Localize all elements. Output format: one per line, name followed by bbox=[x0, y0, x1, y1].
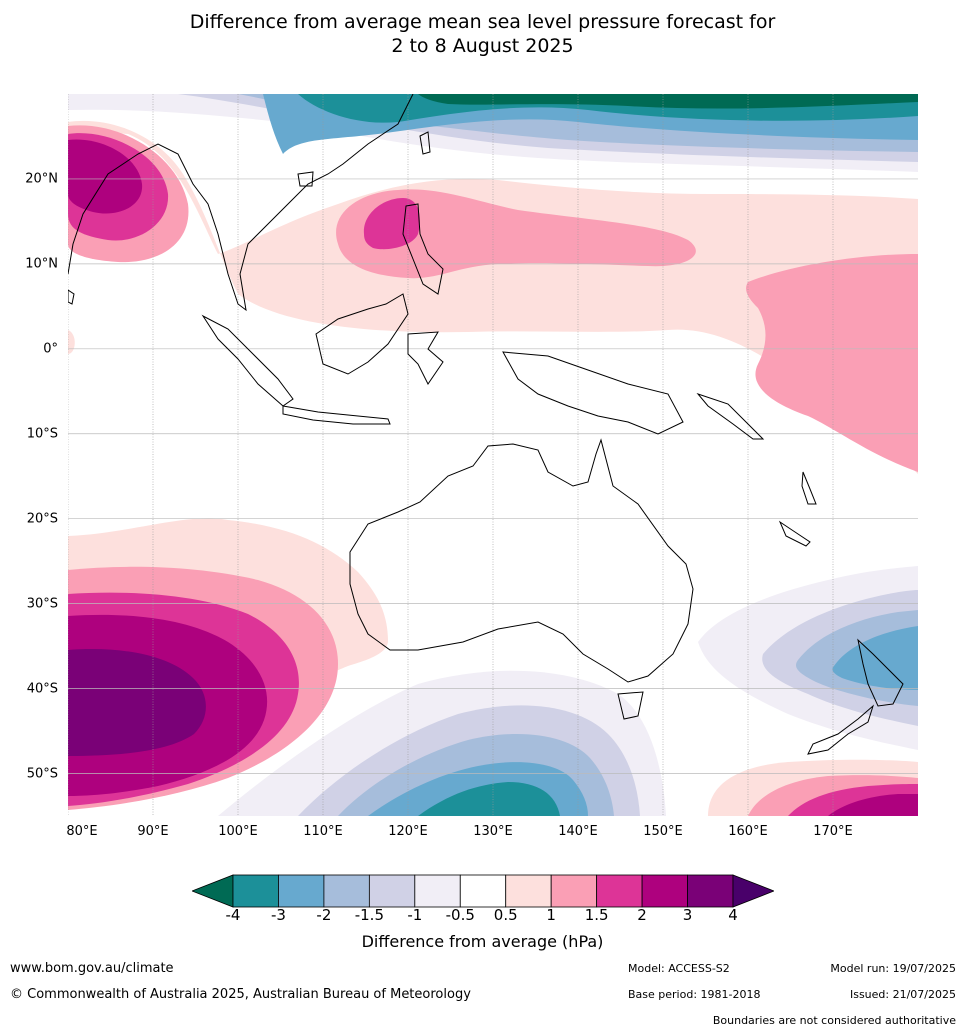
longitude-label: 90°E bbox=[137, 824, 169, 839]
coastlines bbox=[68, 94, 904, 755]
coastline-sri-lanka bbox=[68, 289, 75, 305]
colorbar-segment bbox=[232, 874, 279, 908]
footer-issued: Issued: 21/07/2025 bbox=[849, 988, 956, 1001]
anomaly-n3-south-east bbox=[832, 626, 918, 690]
colorbar-tick-label: -3 bbox=[270, 906, 286, 924]
coastline-hainan bbox=[297, 171, 314, 187]
colorbar-segment bbox=[323, 874, 370, 908]
longitude-label: 100°E bbox=[218, 824, 258, 839]
footer-boundaries-note: Boundaries are not considered authoritat… bbox=[712, 1014, 956, 1027]
colorbar-segment bbox=[505, 874, 552, 908]
coastline-tasmania bbox=[617, 691, 644, 720]
colorbar-segment bbox=[414, 874, 461, 908]
longitude-label: 80°E bbox=[66, 824, 98, 839]
longitude-label: 170°E bbox=[813, 824, 853, 839]
colorbar-tick-label: -2 bbox=[316, 906, 332, 924]
longitude-label: 150°E bbox=[643, 824, 683, 839]
footer-model: Model: ACCESS-S2 bbox=[628, 962, 730, 975]
colorbar-tick-label: 0.5 bbox=[493, 906, 518, 924]
longitude-label: 110°E bbox=[303, 824, 343, 839]
latitude-label: 0° bbox=[43, 341, 58, 357]
longitude-label: 140°E bbox=[558, 824, 598, 839]
colorbar-segment bbox=[596, 874, 643, 908]
coastline-solomon-islands bbox=[696, 392, 765, 440]
latitude-label: 20°N bbox=[25, 171, 58, 187]
latitude-label: 30°S bbox=[26, 596, 58, 612]
anomaly-p1-pacific bbox=[746, 254, 918, 472]
coastline-sumatra bbox=[201, 314, 294, 407]
colorbar-segment bbox=[687, 874, 734, 908]
map-title-line-1: Difference from average mean sea level p… bbox=[189, 11, 776, 33]
anomaly-p2-far-south-east bbox=[828, 794, 918, 816]
colorbar-segment bbox=[641, 874, 688, 908]
anomaly-p3-south-west bbox=[68, 649, 206, 756]
colorbar-over-arrow bbox=[732, 874, 774, 908]
colorbar-segment bbox=[368, 874, 416, 908]
coastline-philippines bbox=[402, 203, 444, 295]
coastline-sulawesi bbox=[407, 331, 444, 385]
map-canvas bbox=[68, 94, 918, 816]
coastline-java bbox=[282, 405, 391, 425]
footer-url: www.bom.gov.au/climate bbox=[10, 961, 174, 976]
latitude-label: 40°S bbox=[26, 681, 58, 697]
latitude-label: 50°S bbox=[26, 766, 58, 782]
latitude-label: 10°N bbox=[25, 256, 58, 272]
footer-model-run: Model run: 19/07/2025 bbox=[830, 962, 956, 975]
coastline-new-caledonia bbox=[778, 520, 811, 547]
longitude-label: 160°E bbox=[728, 824, 768, 839]
colorbar-segment bbox=[459, 874, 507, 908]
map-title-line-2: 2 to 8 August 2025 bbox=[391, 35, 574, 57]
colorbar-tick-label: 1 bbox=[546, 906, 556, 924]
coastline-taiwan bbox=[419, 131, 431, 155]
coastline-new-zealand-north bbox=[857, 638, 904, 707]
anomaly-p1-philippines bbox=[336, 189, 696, 279]
colorbar-under-arrow bbox=[192, 874, 234, 908]
colorbar bbox=[192, 874, 774, 908]
longitude-label: 120°E bbox=[388, 824, 428, 839]
colorbar-tick-label: -1 bbox=[407, 906, 423, 924]
coastline-new-guinea bbox=[502, 351, 684, 435]
anomaly-p05-west-edge bbox=[68, 330, 75, 354]
longitude-label: 130°E bbox=[473, 824, 513, 839]
anomaly-p2-west bbox=[68, 139, 143, 214]
graticule bbox=[68, 94, 918, 816]
map-title: Difference from average mean sea level p… bbox=[0, 10, 965, 58]
coastline-asia-mainland bbox=[68, 94, 414, 312]
colorbar-segment bbox=[278, 874, 325, 908]
colorbar-tick-label: -4 bbox=[225, 906, 241, 924]
colorbar-tick-label: 3 bbox=[682, 906, 693, 924]
colorbar-segment bbox=[550, 874, 598, 908]
colorbar-tick-label: -0.5 bbox=[445, 906, 475, 924]
colorbar-tick-label: 1.5 bbox=[584, 906, 609, 924]
latitude-label: 20°S bbox=[26, 511, 58, 527]
anomaly-n4-south-central bbox=[418, 782, 560, 816]
colorbar-tick-label: 4 bbox=[728, 906, 738, 924]
footer-base-period: Base period: 1981-2018 bbox=[628, 988, 761, 1001]
coastline-borneo bbox=[315, 293, 409, 375]
footer-copyright: © Commonwealth of Australia 2025, Austra… bbox=[10, 987, 471, 1002]
anomaly-lt4-north bbox=[418, 94, 918, 109]
coastline-new-zealand-south bbox=[807, 704, 875, 755]
colorbar-tick-label: 2 bbox=[637, 906, 647, 924]
colorbar-tick-label: -1.5 bbox=[354, 906, 384, 924]
latitude-label: 10°S bbox=[26, 426, 58, 442]
pressure-anomaly-map bbox=[68, 94, 918, 816]
coastline-vanuatu bbox=[801, 471, 817, 505]
coastline-australia bbox=[349, 438, 694, 683]
colorbar-label: Difference from average (hPa) bbox=[361, 932, 604, 951]
